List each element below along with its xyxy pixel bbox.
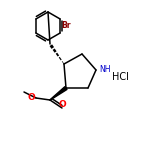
Text: HCl: HCl	[112, 72, 129, 82]
Polygon shape	[50, 87, 67, 100]
Text: NH: NH	[99, 66, 111, 74]
Text: O: O	[58, 100, 66, 109]
Text: O: O	[27, 93, 35, 102]
Text: Br: Br	[61, 21, 71, 30]
